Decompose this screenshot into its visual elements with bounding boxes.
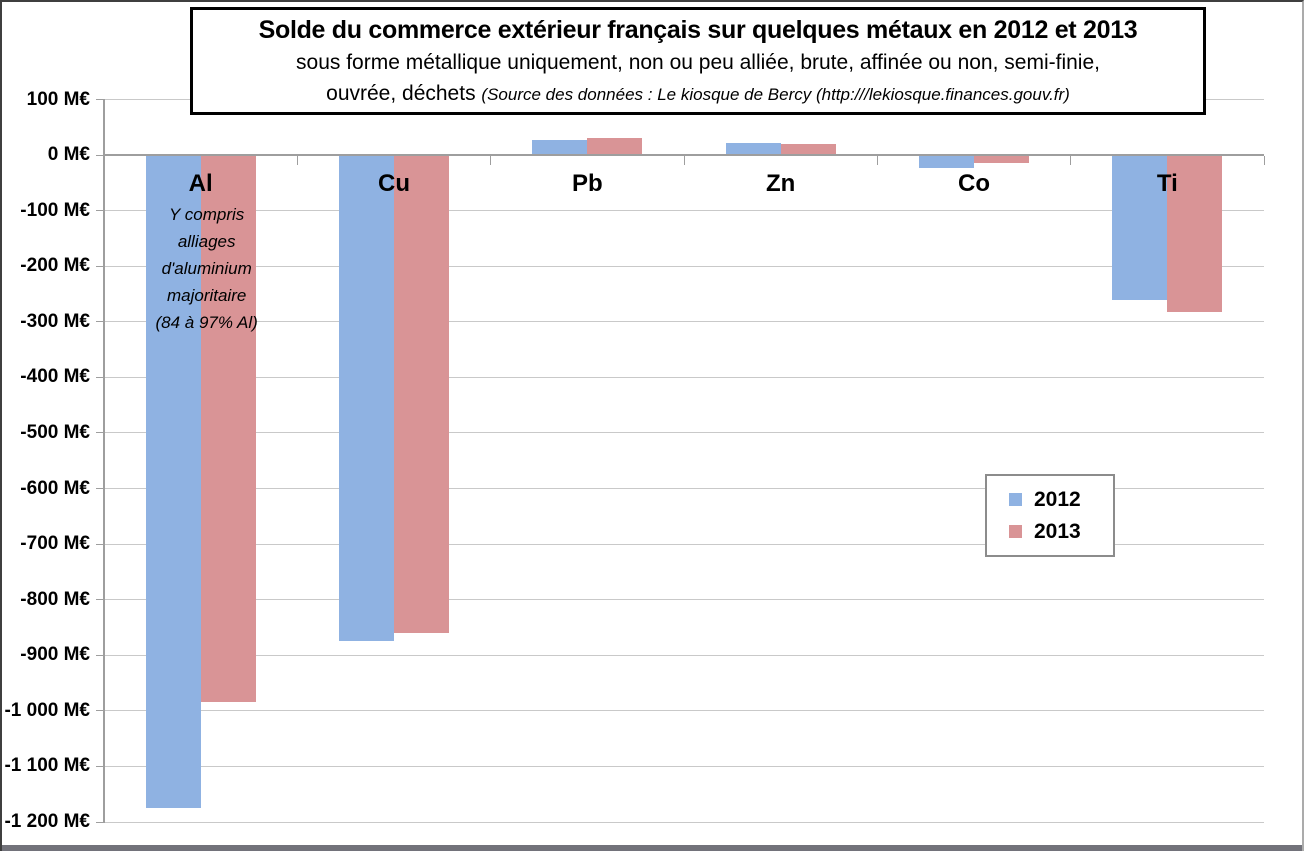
y-axis-tick-label: -300 M€ (20, 310, 90, 332)
y-axis-tick (96, 376, 105, 378)
bar-2013-zn (780, 143, 836, 156)
y-axis-tick-label: -800 M€ (20, 588, 90, 610)
chart-title: Solde du commerce extérieur français sur… (258, 16, 1138, 44)
y-axis-tick (96, 154, 105, 156)
bar-2013-pb (587, 138, 643, 156)
y-axis-tick-label: -200 M€ (20, 255, 90, 277)
gridline (104, 821, 1264, 823)
gridline (104, 432, 1264, 434)
y-axis-tick-label: -1 000 M€ (4, 699, 90, 721)
chart-subtitle-line1: sous forme métallique uniquement, non ou… (296, 51, 1100, 74)
gridline (104, 765, 1264, 767)
legend-swatch-2012 (1009, 493, 1022, 506)
gridline (104, 376, 1264, 378)
bar-2013-cu (394, 155, 449, 634)
legend-swatch-2013 (1009, 525, 1022, 538)
y-axis-tick-label: 100 M€ (26, 88, 90, 110)
chart-title-box: Solde du commerce extérieur français sur… (190, 7, 1206, 115)
x-axis-tick (490, 156, 492, 166)
chart-source-note: (Source des données : Le kiosque de Berc… (481, 85, 1070, 104)
gridline (104, 654, 1264, 656)
y-axis-tick-label: -1 100 M€ (4, 755, 90, 777)
y-axis-tick-label: -600 M€ (20, 477, 90, 499)
bar-2013-ti (1167, 155, 1223, 313)
category-label-pb: Pb (571, 170, 603, 197)
bar-2013-co (974, 155, 1029, 164)
legend-label-2013: 2013 (1034, 519, 1081, 543)
al-annotation-line: alliages (177, 232, 236, 251)
y-axis-tick (96, 488, 105, 490)
y-axis-tick-label: -500 M€ (20, 421, 90, 443)
y-axis-tick-label: 0 M€ (47, 144, 90, 166)
x-axis-tick (296, 156, 298, 166)
y-axis-tick (96, 543, 105, 545)
chart-subtitle-line2-text: ouvrée, déchets (326, 82, 476, 105)
x-axis-zero-line (104, 154, 1264, 157)
gridline (104, 210, 1264, 212)
bar-2012-zn (725, 142, 781, 156)
y-axis-tick-label: -700 M€ (20, 533, 90, 555)
gridline (104, 488, 1264, 490)
gridline (104, 710, 1264, 712)
bar-2012-al (145, 155, 201, 809)
y-axis-tick (96, 710, 105, 712)
bar-2012-cu (339, 155, 394, 642)
category-label-zn: Zn (765, 170, 796, 197)
gridline (104, 599, 1264, 601)
legend: 2012 2013 (985, 474, 1115, 557)
y-axis-tick (96, 265, 105, 267)
x-axis-tick (876, 156, 878, 166)
category-label-ti: Ti (1156, 170, 1178, 197)
bar-2012-pb (532, 140, 588, 156)
x-axis-tick (1070, 156, 1072, 166)
bar-2012-ti (1112, 155, 1168, 300)
x-axis-tick (1263, 156, 1265, 166)
y-axis-tick (96, 321, 105, 323)
y-axis-tick (96, 599, 105, 601)
bar-2013-al (200, 155, 256, 703)
category-label-al: Al (188, 170, 213, 197)
window-bottom-edge (2, 845, 1302, 851)
gridline (104, 321, 1264, 323)
y-axis-tick (96, 432, 105, 434)
x-axis-tick (683, 156, 685, 166)
y-axis-tick-label: -100 M€ (20, 199, 90, 221)
y-axis-tick (96, 99, 105, 100)
al-annotation-line: majoritaire (166, 286, 247, 305)
bar-2012-co (919, 155, 974, 168)
category-label-co: Co (958, 170, 990, 197)
legend-item-2013: 2013 (1009, 520, 1113, 544)
y-axis-tick (96, 765, 105, 767)
legend-item-2012: 2012 (1009, 488, 1113, 512)
al-annotation-line: (84 à 97% Al) (155, 313, 258, 332)
y-axis-tick (96, 210, 105, 212)
y-axis-tick-label: -900 M€ (20, 644, 90, 666)
gridline (104, 543, 1264, 545)
chart-subtitle-line2: ouvrée, déchets (Source des données : Le… (193, 78, 1203, 110)
al-annotation-line: Y compris (169, 205, 245, 224)
legend-label-2012: 2012 (1034, 487, 1081, 511)
al-annotation-line: d'aluminium (161, 259, 252, 278)
category-label-cu: Cu (378, 170, 410, 197)
y-axis-tick-label: -1 200 M€ (4, 811, 90, 832)
y-axis-line (103, 99, 105, 823)
gridline (104, 265, 1264, 267)
y-axis-tick-label: -400 M€ (20, 366, 90, 388)
y-axis-tick (96, 654, 105, 656)
y-axis-tick (96, 821, 105, 823)
